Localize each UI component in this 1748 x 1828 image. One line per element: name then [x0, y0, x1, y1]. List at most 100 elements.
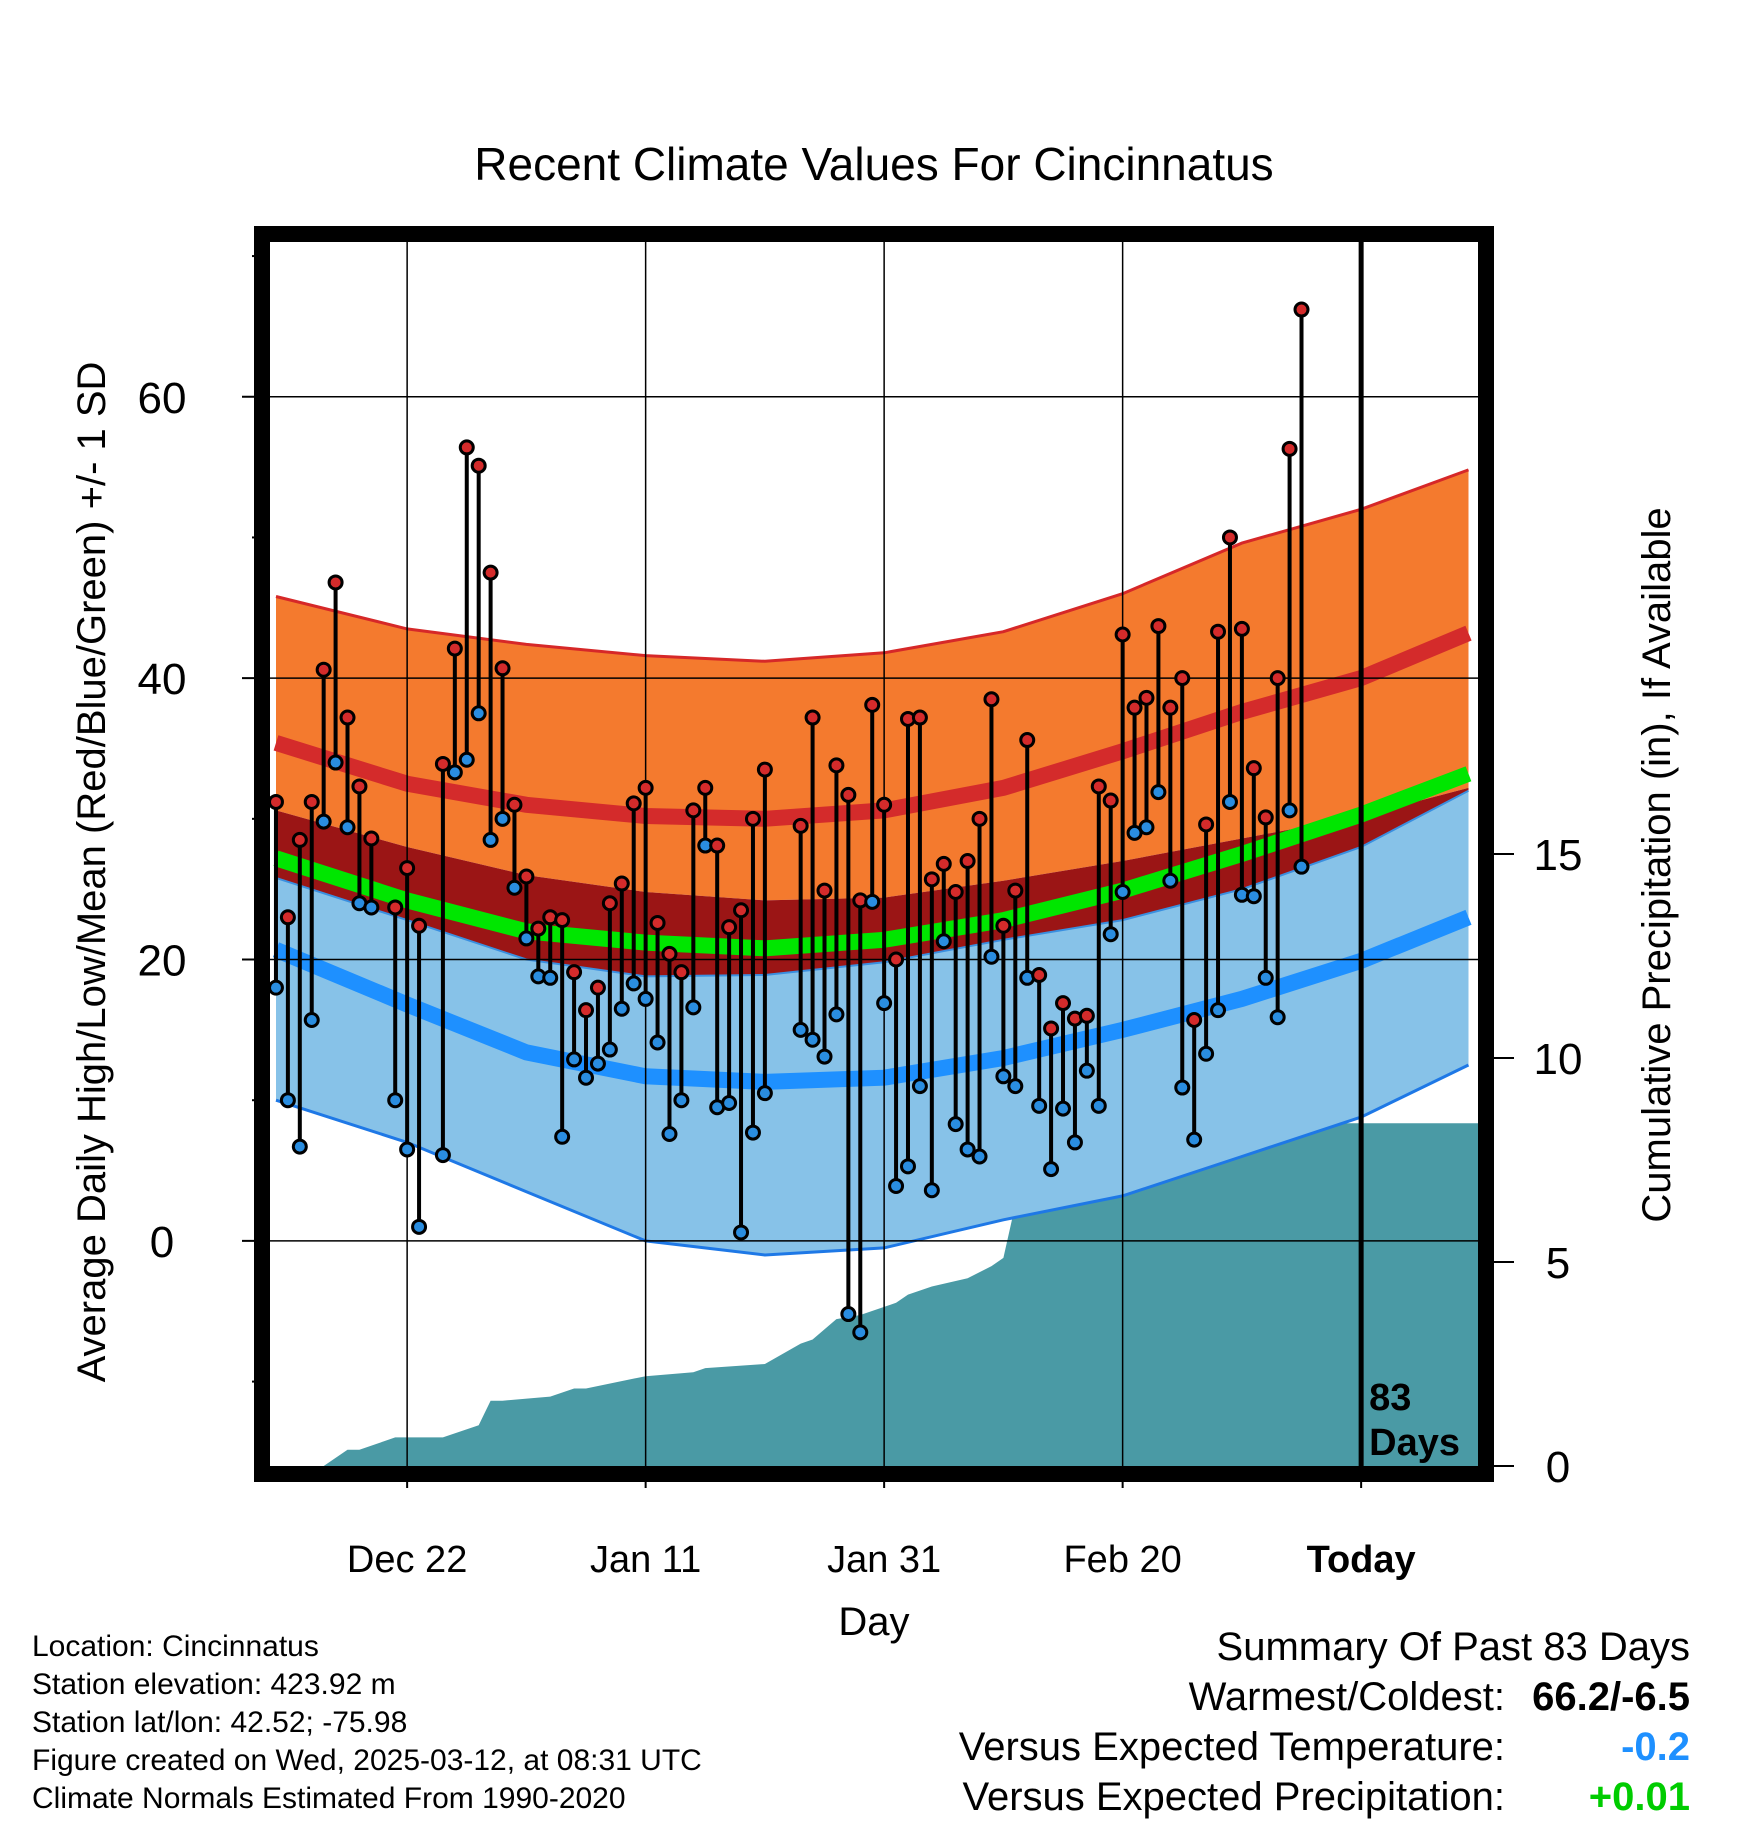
- low-point: [1114, 883, 1131, 900]
- high-point: [601, 895, 618, 912]
- high-point: [1293, 301, 1310, 318]
- low-point: [1043, 1161, 1060, 1178]
- low-point: [721, 1095, 738, 1112]
- high-point: [1007, 882, 1024, 899]
- high-point: [1319, 0, 1332, 7]
- high-point: [494, 660, 511, 677]
- low-point: [685, 999, 702, 1016]
- low-point: [1066, 1134, 1083, 1151]
- high-point: [399, 860, 416, 877]
- low-point: [434, 1147, 451, 1164]
- high-point: [697, 779, 714, 796]
- high-point: [792, 817, 809, 834]
- high-point: [1174, 670, 1191, 687]
- low-point: [315, 813, 332, 830]
- low-point: [387, 1092, 404, 1109]
- high-point: [1055, 995, 1072, 1012]
- y-axis-label: Average Daily High/Low/Mean (Red/Blue/Gr…: [70, 362, 114, 1383]
- high-point: [649, 914, 666, 931]
- low-point: [1078, 1062, 1095, 1079]
- low-point: [1162, 872, 1179, 889]
- low-point: [661, 1125, 678, 1142]
- low-point: [1174, 1079, 1191, 1096]
- warmest-label: Warmest/Coldest:: [1188, 1675, 1505, 1719]
- elevation-text: Station elevation: 423.92 m: [32, 1668, 396, 1701]
- temp-label: Versus Expected Temperature:: [958, 1725, 1505, 1769]
- low-point: [1245, 888, 1262, 905]
- summary-heading: Summary Of Past 83 Days: [1216, 1625, 1690, 1669]
- x-tick-label: Today: [1307, 1539, 1416, 1581]
- high-point: [1031, 966, 1048, 983]
- precip-value: +0.01: [1588, 1775, 1690, 1819]
- low-point: [270, 979, 284, 996]
- high-point: [566, 964, 583, 981]
- low-point: [1257, 969, 1274, 986]
- high-point: [1043, 1020, 1060, 1037]
- high-point: [387, 899, 404, 916]
- high-point: [816, 882, 833, 899]
- low-point: [506, 879, 523, 896]
- low-point: [363, 899, 380, 916]
- high-point: [1307, 0, 1320, 7]
- high-point: [446, 640, 463, 657]
- precip-area: [270, 1123, 1478, 1466]
- low-point: [470, 705, 487, 722]
- low-point: [995, 1068, 1012, 1085]
- low-point: [876, 995, 893, 1012]
- high-point: [1331, 0, 1344, 7]
- y2-tick-label: 15: [1534, 831, 1583, 880]
- high-point: [804, 709, 821, 726]
- high-point: [959, 853, 976, 870]
- low-point: [542, 969, 559, 986]
- high-point: [518, 868, 535, 885]
- low-point: [1343, 0, 1356, 7]
- high-point: [935, 855, 952, 872]
- warmest-value: 66.2/-6.5: [1532, 1675, 1690, 1719]
- low-point: [1293, 858, 1310, 875]
- low-point: [733, 1224, 750, 1241]
- high-point: [351, 778, 368, 795]
- low-point: [399, 1141, 416, 1158]
- high-point: [589, 979, 606, 996]
- low-point: [1307, 0, 1320, 7]
- low-point: [1186, 1131, 1203, 1148]
- low-point: [1138, 819, 1155, 836]
- high-point: [983, 691, 1000, 708]
- high-point: [1257, 809, 1274, 826]
- high-point: [673, 964, 690, 981]
- y2-tick-label: 5: [1546, 1239, 1570, 1288]
- y-tick-label: 40: [138, 655, 187, 704]
- low-point: [589, 1055, 606, 1072]
- latlon-text: Station lat/lon: 42.52; -75.98: [32, 1706, 408, 1739]
- high-point: [363, 830, 380, 847]
- low-point: [554, 1128, 571, 1145]
- created-text: Figure created on Wed, 2025-03-12, at 08…: [32, 1744, 702, 1777]
- high-point: [637, 779, 654, 796]
- high-point: [554, 912, 571, 929]
- low-point: [637, 990, 654, 1007]
- temp-value: -0.2: [1621, 1725, 1690, 1769]
- high-point: [744, 810, 761, 827]
- high-point: [411, 917, 428, 934]
- high-point: [458, 439, 475, 456]
- low-point: [482, 831, 499, 848]
- low-point: [923, 1182, 940, 1199]
- high-point: [1150, 618, 1167, 635]
- y2-tick-label: 0: [1546, 1443, 1570, 1492]
- low-point: [1007, 1078, 1024, 1095]
- high-point: [840, 786, 857, 803]
- high-point: [1126, 699, 1143, 716]
- low-point: [852, 1324, 869, 1341]
- high-point: [279, 909, 296, 926]
- low-point: [840, 1306, 857, 1323]
- low-point: [1221, 793, 1238, 810]
- high-point: [1138, 689, 1155, 706]
- low-point: [1331, 0, 1344, 7]
- low-point: [1055, 1100, 1072, 1117]
- high-point: [434, 755, 451, 772]
- high-point: [733, 902, 750, 919]
- low-point: [899, 1158, 916, 1175]
- low-point: [339, 819, 356, 836]
- precip-label: Versus Expected Precipitation:: [962, 1775, 1505, 1819]
